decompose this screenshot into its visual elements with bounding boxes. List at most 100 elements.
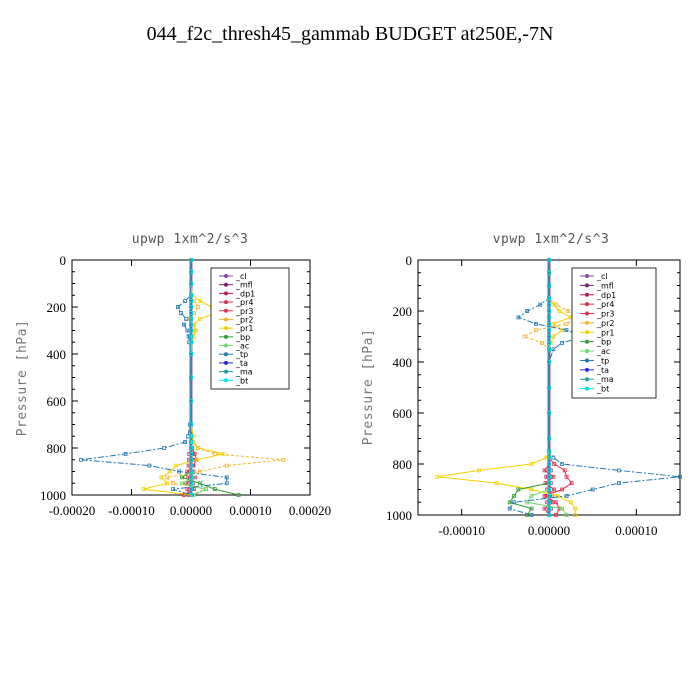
- series-point-tp: [183, 440, 188, 445]
- series-point-pr1: [194, 457, 199, 462]
- legend-marker: [224, 343, 228, 348]
- legend-entry: _mfl: [235, 281, 253, 290]
- series-point-bp: [512, 493, 516, 498]
- series-point-pr3: [181, 493, 186, 497]
- series-point-tp: [175, 305, 180, 309]
- series-line-tp: [508, 260, 681, 516]
- panel-upwp: upwp 1xm^2/s^3 Pressure [hPa] 0 200 400 600…: [15, 232, 331, 518]
- series-point-bt: [547, 513, 551, 517]
- legend-marker: [224, 274, 228, 278]
- series-point-pr2: [281, 457, 286, 462]
- series-point-bt: [189, 334, 193, 339]
- series-point-pr1: [551, 302, 556, 307]
- series-point-bt: [547, 347, 551, 352]
- series-point-bt: [547, 360, 551, 364]
- series-point-pr2: [564, 321, 569, 326]
- series-point-bt: [189, 434, 193, 439]
- series-point-bp: [516, 487, 521, 492]
- legend-entry: _cl: [235, 272, 247, 281]
- series-point-tp: [564, 328, 569, 333]
- series-point-tp: [564, 493, 569, 498]
- series-point-bt: [189, 310, 193, 315]
- series-point-tp: [177, 469, 182, 474]
- series-point-pr3: [562, 468, 567, 473]
- legend: _cl_mfl_dp1_pr4_pr3_pr2_pr1_bp_ac_tp_ta_…: [571, 267, 657, 399]
- legend-entry: _ac: [596, 347, 610, 356]
- x-tick-label: 0.00010: [229, 503, 271, 518]
- series-point-bp: [507, 500, 512, 505]
- y-tick-label: 400: [47, 347, 67, 362]
- y-tick-label: 800: [393, 457, 413, 472]
- series-point-bt: [189, 258, 193, 262]
- series-point-tp: [181, 322, 186, 327]
- series-point-pr4: [185, 487, 190, 492]
- series-point-pr1: [141, 487, 146, 492]
- x-tick-label: 0.00020: [289, 503, 331, 518]
- legend-marker: [585, 320, 589, 325]
- series-point-pr4: [542, 468, 547, 473]
- series-point-tp: [560, 340, 564, 345]
- legend-marker: [585, 339, 589, 344]
- series-point-dp1: [544, 474, 549, 479]
- series-point-tp: [538, 302, 543, 307]
- legend-entry: _pr3: [596, 310, 614, 319]
- series-point-bt: [189, 475, 193, 480]
- legend-marker: [585, 377, 589, 382]
- series-point-pr4: [542, 506, 547, 511]
- series-point-tp: [178, 310, 183, 315]
- x-tick-label: 0.00000: [170, 503, 212, 518]
- series-point-bt: [547, 493, 551, 498]
- y-tick-label: 0: [406, 253, 413, 268]
- figure-title: 044_f2c_thresh45_gammab BUDGET at250E,-7…: [147, 23, 554, 45]
- panel-title: vpwp 1xm^2/s^3: [493, 232, 610, 247]
- series-point-pr1: [435, 474, 440, 479]
- series-point-bt: [547, 455, 551, 460]
- series-point-bt: [547, 309, 551, 313]
- series-point-tp: [123, 451, 128, 456]
- legend-entry: _pr4: [235, 298, 253, 307]
- legend-marker: [224, 326, 228, 331]
- series-point-pr2: [540, 340, 544, 345]
- legend-marker: [585, 349, 589, 354]
- series-point-tp: [171, 487, 176, 492]
- series-point-bt: [547, 258, 551, 262]
- series-point-pr2: [165, 475, 170, 480]
- series-point-pr1: [573, 506, 578, 511]
- legend-marker: [224, 352, 228, 357]
- series-point-tp: [516, 315, 521, 320]
- legend-marker: [585, 330, 589, 335]
- legend-entry: _bp: [235, 333, 250, 342]
- series-point-pr3: [554, 513, 558, 517]
- series-point-bt: [189, 422, 193, 427]
- series-point-bt: [189, 340, 193, 345]
- series-point-pr1: [477, 468, 482, 473]
- y-axis-label: Pressure [hPa]: [15, 320, 30, 437]
- series-point-pr4: [551, 474, 556, 479]
- series-point-tp: [507, 506, 512, 511]
- series-line-pr1: [437, 260, 576, 515]
- x-tick-label: 0.00000: [528, 523, 570, 538]
- series-point-tp: [79, 457, 83, 462]
- series-point-bt: [547, 481, 551, 486]
- series-point-bp: [197, 481, 202, 486]
- legend-entry: _tp: [596, 356, 609, 365]
- series-point-bt: [547, 328, 551, 333]
- series-point-bt: [547, 334, 551, 339]
- series-point-bt: [189, 305, 193, 309]
- series-point-bt: [189, 457, 193, 462]
- series-point-tp: [617, 468, 621, 473]
- panel-title: upwp 1xm^2/s^3: [132, 232, 249, 247]
- plot-area: 0 200 400 600 800 1000-0.00020 -0.00010 0.00000…: [40, 253, 331, 518]
- series-point-bt: [189, 269, 193, 274]
- series-point-tp: [551, 347, 556, 352]
- legend-entry: _ta: [235, 359, 248, 368]
- legend-entry: _ma: [596, 375, 614, 384]
- series-point-pr3: [192, 451, 197, 456]
- series-point-pr1: [165, 481, 170, 486]
- series-point-bp: [529, 506, 534, 511]
- series-point-pr1: [529, 487, 534, 492]
- series-point-bt: [189, 352, 193, 356]
- legend-marker: [224, 300, 228, 305]
- series-point-bt: [547, 296, 551, 301]
